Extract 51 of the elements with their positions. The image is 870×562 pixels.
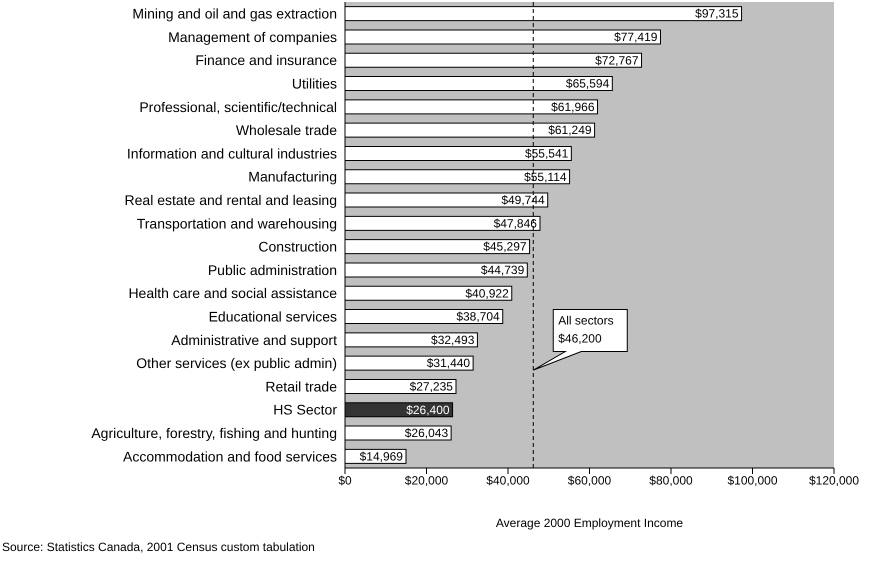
data-label: $26,043 xyxy=(404,426,448,440)
data-label: $65,594 xyxy=(566,76,610,91)
y-tick-label: Manufacturing xyxy=(248,168,337,185)
y-tick-label: Wholesale trade xyxy=(236,122,338,138)
data-label: $47,846 xyxy=(494,216,538,230)
data-label: $27,235 xyxy=(410,379,454,394)
data-label: $49,744 xyxy=(501,193,546,208)
y-tick-label: Professional, scientific/technical xyxy=(139,98,337,115)
data-label: $44,739 xyxy=(480,262,525,277)
y-tick-label: Real estate and rental and leasing xyxy=(124,192,337,208)
data-label: $26,400 xyxy=(406,402,450,417)
y-tick-label: Accommodation and food services xyxy=(123,448,337,464)
data-label: $55,114 xyxy=(524,170,567,184)
data-label: $38,704 xyxy=(456,310,500,324)
data-label: $55,541 xyxy=(524,146,569,160)
x-tick-label: $120,000 xyxy=(808,474,860,488)
data-label: $61,249 xyxy=(548,123,592,138)
y-tick-label: Other services (ex public admin) xyxy=(136,355,337,372)
y-tick-label: Public administration xyxy=(208,262,337,278)
y-tick-label: Management of companies xyxy=(168,28,337,45)
y-tick-label: Retail trade xyxy=(265,378,338,394)
data-label: $40,922 xyxy=(465,286,510,300)
x-tick-label: $80,000 xyxy=(649,474,694,488)
data-label: $97,315 xyxy=(695,6,739,21)
y-tick-label: Administrative and support xyxy=(171,332,338,348)
y-tick-label: Educational services xyxy=(208,308,337,325)
y-tick-label: Mining and oil and gas extraction xyxy=(132,6,337,22)
data-label: $61,966 xyxy=(551,100,595,114)
x-axis-title: Average 2000 Employment Income xyxy=(494,516,684,530)
y-tick-label: HS Sector xyxy=(273,402,338,418)
x-tick-label: $60,000 xyxy=(568,474,612,488)
y-tick-label: Utilities xyxy=(292,76,337,92)
ref-line-label: All sectors $46,200 xyxy=(558,314,614,346)
y-tick-label: Health care and social assistance xyxy=(128,285,338,302)
x-tick-label: $0 xyxy=(338,474,352,488)
y-tick-label: Information and cultural industries xyxy=(126,145,337,162)
callout-box: All sectors $46,200 xyxy=(532,309,628,371)
y-tick-label: Finance and insurance xyxy=(195,52,338,68)
y-tick-label: Transportation and warehousing xyxy=(136,215,337,232)
x-tick-label: $40,000 xyxy=(486,474,530,488)
data-label: $77,419 xyxy=(614,30,658,44)
data-label: $45,297 xyxy=(483,240,527,254)
data-label: $32,493 xyxy=(431,332,475,347)
data-label: $72,767 xyxy=(595,53,639,68)
x-tick-label: $100,000 xyxy=(727,474,778,488)
y-tick-label: Agriculture, forestry, fishing and hunting xyxy=(91,425,337,442)
data-label: $14,969 xyxy=(360,449,404,464)
x-tick-label: $20,000 xyxy=(404,474,449,488)
data-label: $31,440 xyxy=(426,356,470,370)
source-note: Source: Statistics Canada, 2001 Census custom tabulation xyxy=(2,540,315,554)
y-tick-label: Construction xyxy=(258,238,337,255)
